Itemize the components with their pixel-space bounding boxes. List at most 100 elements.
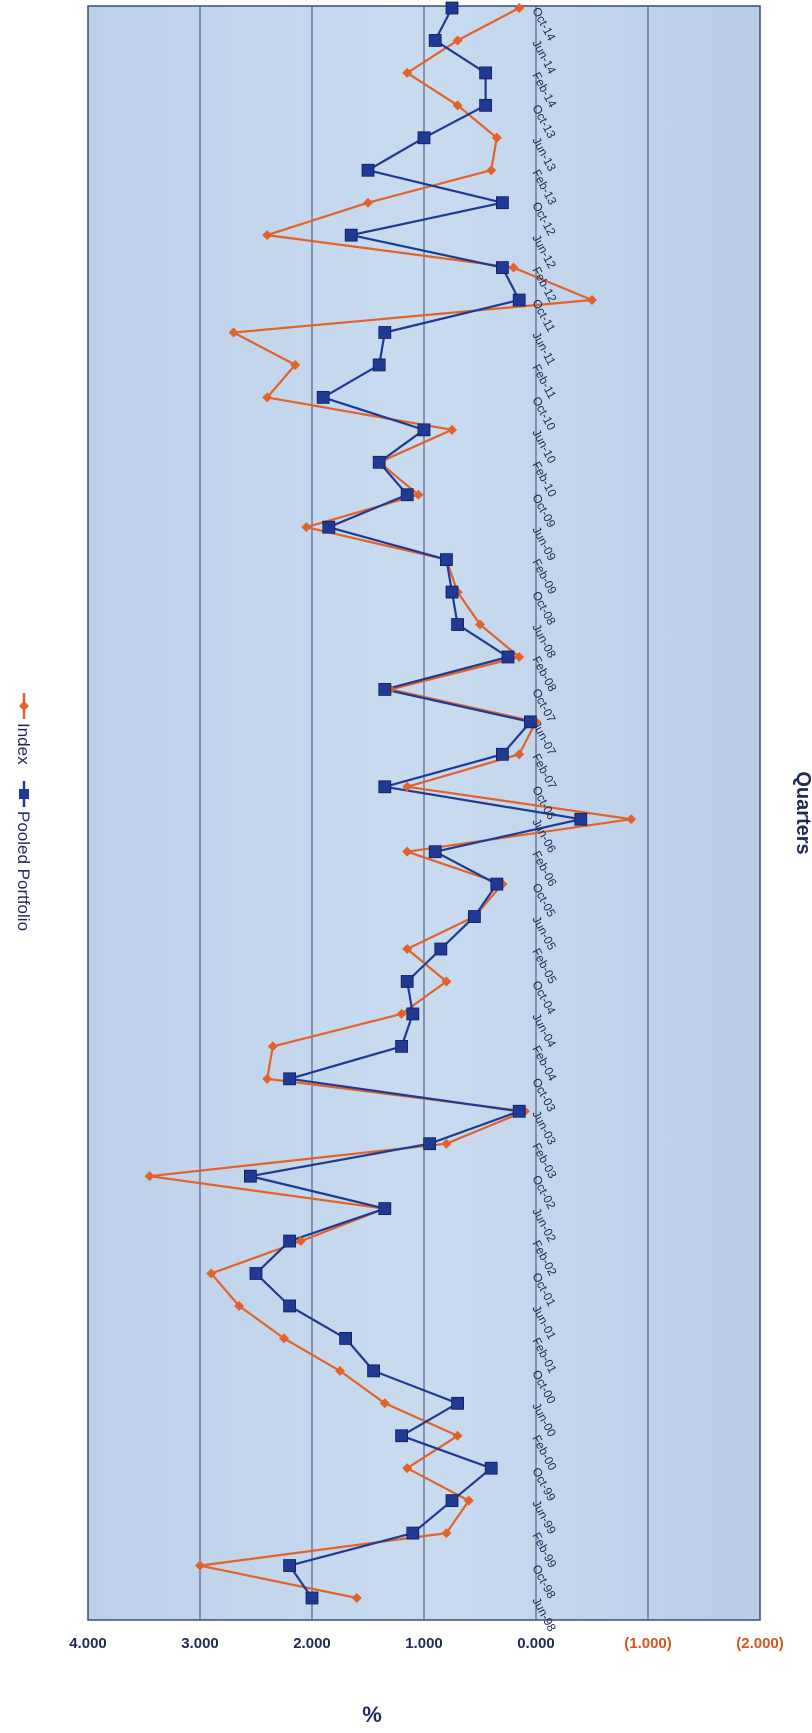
pooled-portfolio-point xyxy=(406,1007,420,1021)
pooled-portfolio-point xyxy=(495,747,509,761)
pooled-portfolio-point xyxy=(378,780,392,794)
pooled-portfolio-point xyxy=(305,1591,319,1605)
pooled-portfolio-point xyxy=(283,1234,297,1248)
pooled-portfolio-point xyxy=(283,1072,297,1086)
pooled-portfolio-point xyxy=(400,975,414,988)
series-markers xyxy=(144,1,637,1605)
series-line-index xyxy=(148,7,633,1600)
index-point xyxy=(402,846,413,857)
index-point xyxy=(491,132,502,143)
index-point xyxy=(508,262,519,273)
index-point xyxy=(452,1430,463,1441)
index-point xyxy=(486,165,497,176)
pooled-portfolio-point xyxy=(428,845,442,859)
pooled-portfolio-point xyxy=(428,34,442,47)
index-point xyxy=(206,1268,217,1279)
y-tick-label: 4.000 xyxy=(69,1635,107,1652)
pooled-portfolio-point xyxy=(467,910,481,923)
index-point xyxy=(441,1138,452,1149)
legend: Index Pooled Portfolio xyxy=(14,693,33,931)
pooled-portfolio-point xyxy=(451,1396,465,1410)
index-point xyxy=(279,1333,289,1344)
pooled-portfolio-point xyxy=(344,228,358,242)
legend-marker xyxy=(19,789,29,799)
pooled-portfolio-point xyxy=(479,66,493,80)
pooled-portfolio-point xyxy=(512,293,526,307)
plot-area xyxy=(87,1,761,1621)
index-point xyxy=(452,35,463,46)
pooled-portfolio-point xyxy=(283,1299,297,1313)
pooled-portfolio-point xyxy=(378,326,392,339)
index-point xyxy=(262,230,273,241)
pooled-portfolio-point xyxy=(524,715,537,729)
legend-marker xyxy=(19,701,29,711)
y-tick-label: (1.000) xyxy=(624,1635,672,1652)
pooled-portfolio-point xyxy=(445,1,459,15)
pooled-portfolio-point xyxy=(512,1104,526,1118)
pooled-portfolio-point xyxy=(445,1494,459,1508)
y-axis-tick-labels: 4.000 3.000 2.000 1.000 0.000 (1.000) (2.000) xyxy=(69,1635,784,1652)
index-point xyxy=(475,619,485,630)
y-axis-title: % xyxy=(362,1702,382,1727)
index-point xyxy=(290,359,301,370)
pooled-portfolio-point xyxy=(490,877,504,891)
pooled-portfolio-point xyxy=(439,553,453,567)
index-point xyxy=(195,1560,205,1571)
pooled-portfolio-point xyxy=(423,1137,437,1151)
pooled-portfolio-point xyxy=(316,390,330,404)
pooled-portfolio-point xyxy=(367,1364,381,1378)
legend-label: Index xyxy=(14,723,33,765)
pooled-portfolio-point xyxy=(339,1332,353,1345)
index-point xyxy=(363,197,373,208)
y-tick-label: 3.000 xyxy=(181,1635,219,1652)
index-point xyxy=(262,1073,273,1084)
index-point xyxy=(413,489,424,500)
pooled-portfolio-point xyxy=(361,163,375,177)
index-point xyxy=(234,1300,245,1311)
pooled-portfolio-point xyxy=(395,1429,409,1443)
index-point xyxy=(228,327,239,338)
index-point xyxy=(626,814,637,825)
y-tick-label: 1.000 xyxy=(405,1635,443,1652)
index-point xyxy=(396,1008,407,1019)
index-point xyxy=(351,1593,362,1603)
index-point xyxy=(441,976,452,987)
index-point xyxy=(402,781,413,792)
pooled-portfolio-point xyxy=(417,423,431,437)
pooled-portfolio-point xyxy=(495,196,509,210)
y-tick-label: (2.000) xyxy=(736,1635,784,1652)
index-point xyxy=(402,1463,413,1474)
index-point xyxy=(402,944,413,955)
index-point xyxy=(463,1495,474,1506)
pooled-portfolio-point xyxy=(372,455,386,469)
pooled-portfolio-point xyxy=(574,812,588,826)
pooled-portfolio-point xyxy=(451,618,465,631)
pooled-portfolio-point xyxy=(434,942,448,956)
index-point xyxy=(447,424,457,435)
index-point xyxy=(441,1528,452,1539)
pooled-portfolio-point xyxy=(378,1202,392,1216)
x-axis-title: Quarters xyxy=(792,771,812,854)
index-point xyxy=(402,67,413,78)
y-tick-label: 2.000 xyxy=(293,1635,331,1652)
pooled-portfolio-point xyxy=(243,1169,257,1183)
pooled-portfolio-point xyxy=(283,1559,297,1572)
pooled-portfolio-point xyxy=(501,650,515,664)
pooled-portfolio-point xyxy=(395,1039,409,1053)
pooled-portfolio-point xyxy=(417,131,431,145)
pooled-portfolio-point xyxy=(479,98,493,112)
legend-label: Pooled Portfolio xyxy=(14,811,33,931)
index-point xyxy=(379,1398,390,1409)
index-point xyxy=(514,3,525,13)
index-point xyxy=(335,1365,345,1376)
pooled-portfolio-point xyxy=(322,520,336,534)
index-point xyxy=(295,1236,306,1247)
index-point xyxy=(587,295,597,306)
gridlines xyxy=(199,6,649,1620)
index-point xyxy=(262,392,273,403)
pooled-portfolio-point xyxy=(372,358,386,372)
pooled-portfolio-point xyxy=(406,1526,420,1540)
y-tick-label: 0.000 xyxy=(517,1635,555,1652)
index-point xyxy=(144,1171,155,1182)
